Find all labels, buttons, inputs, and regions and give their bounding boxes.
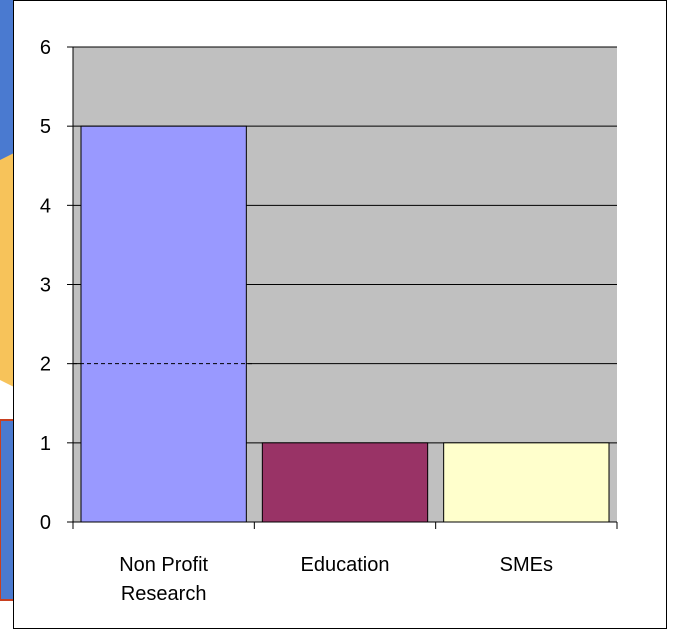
y-tick-label: 2 <box>40 354 51 376</box>
y-tick-label: 4 <box>40 195 51 217</box>
y-tick-label: 3 <box>40 275 51 297</box>
bars <box>80 125 610 523</box>
x-axis-ticks: Non Profit Research Education SMEs <box>72 522 618 605</box>
y-tick-label: 5 <box>40 116 51 138</box>
y-axis-ticks: 0 1 2 3 4 5 6 <box>40 37 73 534</box>
x-category-label: Education <box>301 554 390 576</box>
bar <box>443 442 610 523</box>
y-tick-label: 0 <box>40 512 51 534</box>
bar <box>80 125 247 523</box>
x-category-label: SMEs <box>500 554 553 576</box>
x-category-label: Non Profit Research <box>119 554 208 605</box>
bar <box>261 442 429 523</box>
y-tick-label: 1 <box>40 433 51 455</box>
y-tick-label: 6 <box>40 37 51 59</box>
